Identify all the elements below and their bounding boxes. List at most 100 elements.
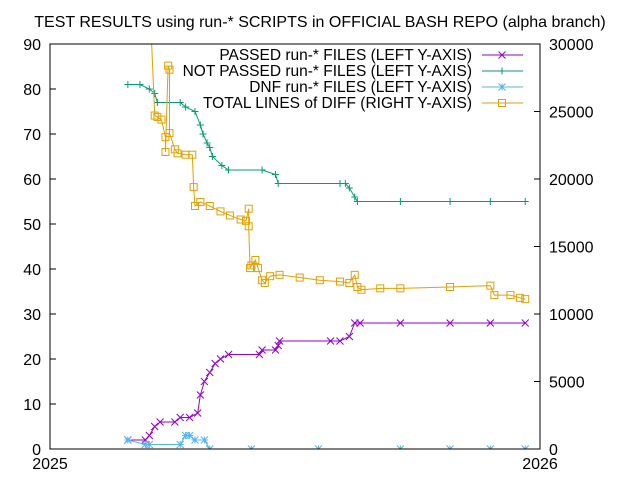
data-point bbox=[335, 277, 344, 286]
data-point bbox=[153, 99, 161, 106]
data-point bbox=[181, 431, 190, 440]
data-point bbox=[200, 436, 209, 444]
data-point bbox=[145, 85, 153, 93]
data-point bbox=[191, 436, 199, 444]
legend-marker-icon bbox=[498, 51, 506, 59]
data-point bbox=[396, 198, 404, 205]
data-point bbox=[515, 293, 524, 302]
legend-marker-icon bbox=[498, 99, 506, 107]
series-x bbox=[124, 319, 530, 444]
data-point bbox=[124, 436, 132, 444]
data-point bbox=[446, 198, 454, 205]
data-point bbox=[211, 359, 219, 368]
chart-title: TEST RESULTS using run-* SCRIPTS in OFFI… bbox=[34, 14, 605, 31]
data-point bbox=[396, 284, 405, 293]
data-point bbox=[165, 129, 174, 138]
data-point bbox=[446, 319, 454, 327]
data-point bbox=[205, 368, 214, 377]
legend-label: NOT PASSED run-* FILES (LEFT Y-AXIS) bbox=[183, 63, 472, 80]
y2-tick-label: 25000 bbox=[549, 105, 594, 122]
data-point bbox=[521, 319, 530, 327]
data-point bbox=[258, 346, 266, 354]
data-point bbox=[486, 319, 495, 327]
data-point bbox=[188, 150, 197, 159]
y2-tick-label: 30000 bbox=[549, 37, 594, 54]
data-point bbox=[353, 283, 362, 291]
data-point bbox=[275, 337, 284, 345]
series-star bbox=[124, 431, 530, 449]
data-point bbox=[254, 264, 263, 273]
data-point bbox=[170, 145, 179, 154]
y-tick-label: 60 bbox=[23, 172, 41, 189]
data-point bbox=[486, 198, 494, 205]
data-point bbox=[345, 332, 354, 341]
data-point bbox=[141, 440, 150, 449]
data-point bbox=[396, 319, 405, 327]
data-point bbox=[506, 291, 515, 300]
data-point bbox=[336, 337, 344, 345]
data-point bbox=[182, 103, 190, 111]
legend-label: DNF run-* FILES (LEFT Y-AXIS) bbox=[249, 79, 472, 96]
data-point bbox=[203, 139, 211, 147]
data-point bbox=[189, 183, 198, 192]
data-point bbox=[315, 276, 324, 285]
x-tick-label: 2025 bbox=[32, 456, 68, 473]
data-point bbox=[150, 422, 159, 431]
data-point bbox=[176, 440, 185, 449]
data-point bbox=[153, 112, 162, 121]
data-point bbox=[185, 413, 194, 422]
data-point bbox=[216, 355, 225, 363]
data-point bbox=[521, 295, 530, 304]
data-point bbox=[156, 418, 164, 426]
data-point bbox=[190, 202, 199, 210]
data-point bbox=[165, 65, 174, 74]
legend-label: PASSED run-* FILES (LEFT Y-AXIS) bbox=[219, 47, 472, 64]
data-point bbox=[244, 222, 253, 231]
y-tick-label: 10 bbox=[23, 397, 41, 414]
data-point bbox=[208, 153, 216, 160]
y2-tick-label: 5000 bbox=[549, 375, 585, 392]
legend-label: TOTAL LINES of DIFF (RIGHT Y-AXIS) bbox=[203, 95, 472, 112]
data-point bbox=[193, 409, 202, 417]
data-point bbox=[145, 440, 154, 449]
legend: PASSED run-* FILES (LEFT Y-AXIS)NOT PASS… bbox=[183, 47, 523, 112]
y-tick-label: 80 bbox=[23, 82, 41, 99]
data-point bbox=[244, 204, 253, 213]
data-point bbox=[157, 115, 166, 124]
y-tick-label: 40 bbox=[23, 262, 41, 279]
data-point bbox=[151, 90, 159, 97]
legend-marker-icon bbox=[498, 83, 506, 91]
data-point bbox=[271, 346, 280, 354]
data-point bbox=[170, 418, 179, 426]
y-tick-label: 90 bbox=[23, 37, 41, 54]
data-point bbox=[490, 291, 499, 300]
data-point bbox=[161, 133, 170, 142]
data-point bbox=[225, 166, 233, 174]
data-point bbox=[275, 270, 284, 279]
data-point bbox=[326, 337, 335, 345]
data-point bbox=[225, 211, 234, 220]
series-plus bbox=[124, 81, 529, 205]
series-line bbox=[151, 44, 526, 300]
data-point bbox=[345, 184, 353, 192]
data-point bbox=[356, 319, 364, 327]
data-point bbox=[266, 272, 275, 281]
data-point bbox=[200, 377, 209, 386]
data-point bbox=[446, 283, 455, 291]
data-point bbox=[341, 180, 349, 187]
data-point bbox=[376, 284, 385, 293]
series-layer bbox=[124, 44, 530, 449]
data-point bbox=[205, 202, 214, 210]
data-point bbox=[295, 273, 304, 282]
data-point bbox=[136, 81, 144, 88]
data-point bbox=[191, 108, 199, 115]
y-tick-label: 70 bbox=[23, 127, 41, 144]
data-point bbox=[150, 111, 159, 120]
y-tick-label: 0 bbox=[32, 442, 41, 459]
data-point bbox=[255, 350, 264, 359]
data-point bbox=[350, 270, 359, 279]
y2-tick-label: 15000 bbox=[549, 240, 594, 257]
data-point bbox=[260, 278, 269, 287]
series-line bbox=[127, 322, 526, 441]
data-point bbox=[251, 256, 260, 264]
